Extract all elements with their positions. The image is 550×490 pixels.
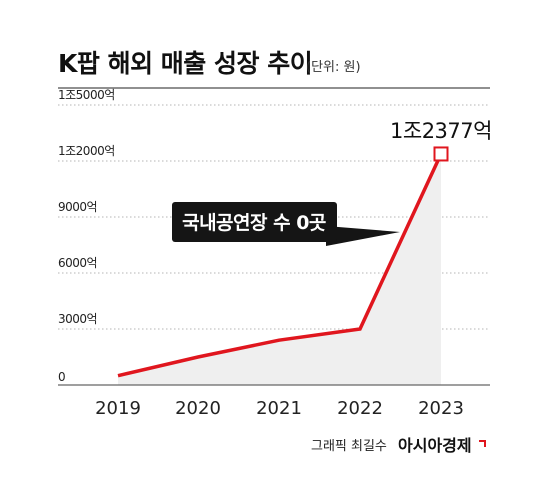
x-tick-label: 2020 xyxy=(175,398,221,419)
y-tick-label: 1조2000억 xyxy=(58,144,115,158)
unit-label: (단위: 원) xyxy=(306,60,361,75)
chart-title: K팝 해외 매출 성장 추이 xyxy=(58,49,312,78)
y-tick-label: 6000억 xyxy=(58,256,97,270)
y-tick-label: 9000억 xyxy=(58,200,97,214)
x-axis-ticks: 2019 2020 2021 2022 2023 xyxy=(95,398,464,419)
callout-box xyxy=(172,202,337,242)
brand-logo: 아시아경제 xyxy=(398,436,472,455)
callout: 국내공연장 수 0곳 xyxy=(172,202,400,246)
x-tick-label: 2022 xyxy=(337,398,383,419)
credit-text: 그래픽 최길수 xyxy=(311,439,387,454)
callout-pointer xyxy=(326,226,400,246)
x-tick-label: 2019 xyxy=(95,398,141,419)
y-tick-label: 1조5000억 xyxy=(58,88,115,102)
y-axis-ticks: 0 3000억 6000억 9000억 1조2000억 1조5000억 xyxy=(58,88,115,384)
x-tick-label: 2023 xyxy=(418,398,464,419)
x-tick-label: 2021 xyxy=(256,398,302,419)
data-label-2023: 1조2377억 xyxy=(390,119,492,143)
callout-text: 국내공연장 수 0곳 xyxy=(182,212,326,234)
y-tick-label: 0 xyxy=(58,370,65,384)
brand-mark xyxy=(479,440,486,447)
area-fill xyxy=(118,153,441,385)
y-tick-label: 3000억 xyxy=(58,312,97,326)
series-line xyxy=(117,153,443,378)
last-point-marker xyxy=(433,146,449,162)
